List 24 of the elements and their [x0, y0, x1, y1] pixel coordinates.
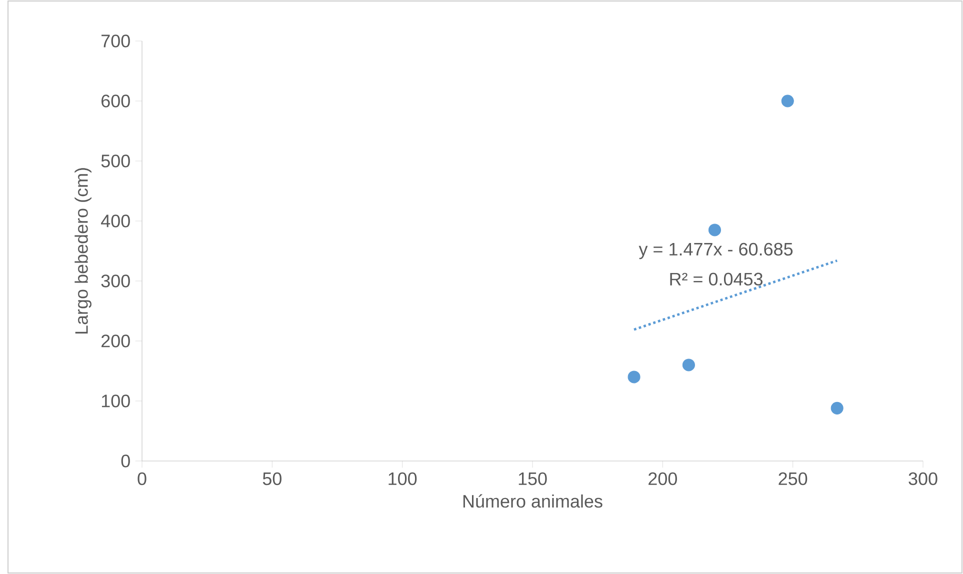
y-tick-label: 0	[121, 454, 130, 468]
point	[628, 370, 640, 384]
point	[830, 402, 844, 414]
x-tick-label: 250	[778, 472, 808, 486]
y-tick-label: 500	[101, 154, 130, 168]
x-tick-label: 100	[388, 472, 417, 486]
x-tick-label: 300	[908, 472, 938, 486]
x-tick-label: 200	[648, 472, 677, 486]
y-tick-label: 400	[101, 214, 130, 228]
y-tick-label: 200	[102, 334, 130, 348]
x-tick-label: 0	[138, 472, 146, 486]
annotation: y = 1.477x - 60.685	[638, 242, 793, 260]
y-tick-label: 100	[102, 394, 130, 408]
y-tick-label: 300	[101, 274, 130, 288]
x-axis-title: Número animales	[463, 494, 602, 508]
annotation: R² = 0.0453	[670, 272, 763, 286]
point	[781, 94, 794, 108]
point	[682, 358, 695, 372]
y-tick-label: 700	[102, 34, 130, 48]
y-tick-label: 600	[102, 94, 130, 108]
y-axis-title: Largo bebedero (cm)	[74, 168, 92, 334]
point	[708, 224, 722, 236]
x-tick-label: 150	[518, 472, 547, 486]
x-tick-label: 50	[262, 472, 282, 486]
